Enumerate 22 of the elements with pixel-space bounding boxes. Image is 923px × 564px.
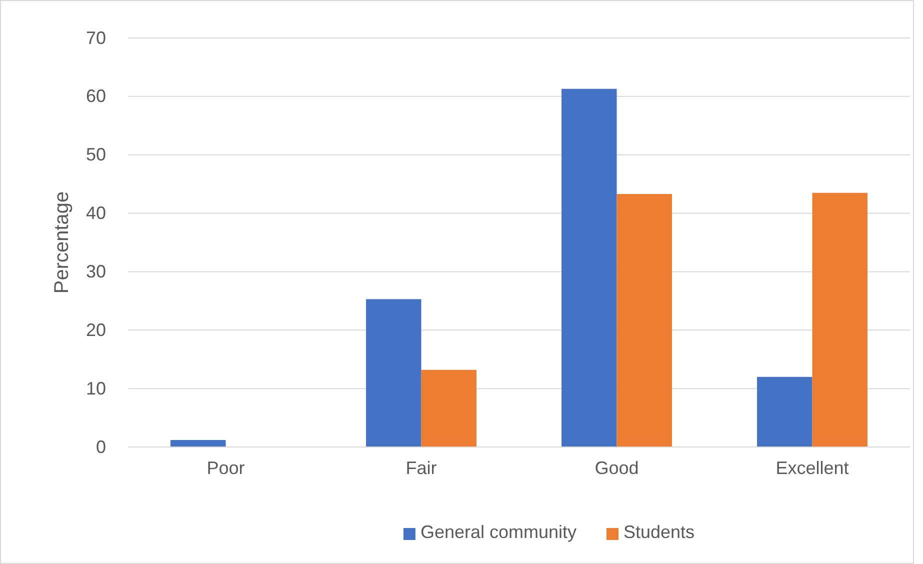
y-tick-label: 50 [86,144,106,165]
x-tick-label: Good [594,458,639,478]
bar [421,370,476,447]
y-tick-label: 0 [96,436,106,457]
x-tick-label: Fair [406,458,437,478]
y-tick-label: 10 [86,378,106,398]
bar [170,440,226,447]
y-tick-label: 20 [86,320,106,340]
legend-label: General community [420,522,576,542]
legend-label: Students [624,522,695,542]
bar [366,299,422,447]
y-tick-label: 30 [86,261,106,282]
bar [562,88,617,447]
x-tick-label: Poor [206,458,245,478]
bar [616,194,672,447]
y-axis-title: Percentage [51,191,73,294]
y-tick-label: 60 [86,86,106,106]
bar [757,376,812,447]
y-tick-label: 40 [86,203,106,224]
y-tick-label: 70 [86,28,106,48]
x-tick-label: Excellent [776,458,849,478]
bar [812,192,868,447]
